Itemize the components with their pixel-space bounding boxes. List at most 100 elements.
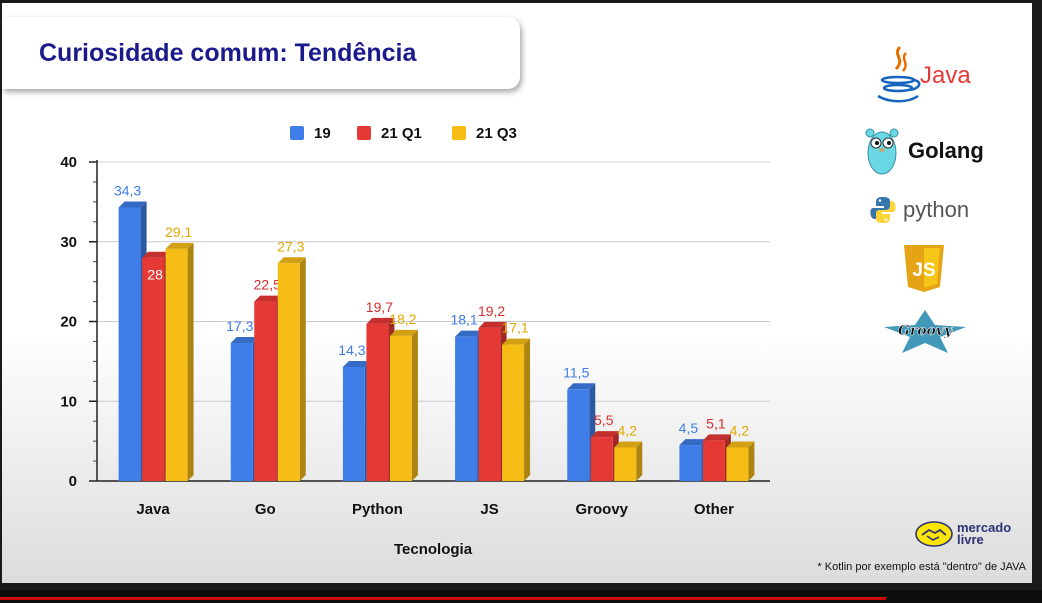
bar xyxy=(254,301,277,481)
bar-top xyxy=(567,383,596,390)
java-cup-icon xyxy=(877,45,921,103)
data-label: 11,5 xyxy=(563,364,589,380)
slide-title: Curiosidade comum: Tendência xyxy=(39,39,417,67)
legend-label: 19 xyxy=(314,125,331,142)
data-label: 22,5 xyxy=(254,277,281,293)
bar-side xyxy=(636,441,643,481)
bar xyxy=(567,389,590,481)
bar xyxy=(230,343,253,481)
x-axis-label: Tecnologia xyxy=(394,541,473,558)
bar-side xyxy=(411,329,418,481)
data-label: 5,1 xyxy=(706,415,726,431)
gopher-icon xyxy=(865,128,899,175)
brand-line-1: mercado xyxy=(957,520,1012,535)
y-tick-label: 30 xyxy=(60,234,77,251)
bar-chart: 0 10 20 30 40 34,3 28 29,1 Java 17,3 22,5 27,3 Go 14,… xyxy=(60,125,770,558)
data-label: 18,1 xyxy=(450,312,477,328)
data-label: 4,2 xyxy=(730,423,750,439)
y-tick-label: 40 xyxy=(60,154,77,171)
bar-top xyxy=(389,329,418,336)
y-tick-label: 0 xyxy=(69,473,77,490)
x-tick-label: JS xyxy=(480,501,498,518)
bar-top xyxy=(366,317,395,324)
bar-top xyxy=(614,441,643,448)
bar-top xyxy=(702,434,731,441)
bar-side xyxy=(748,441,755,481)
bar-side xyxy=(524,338,531,481)
bar-side xyxy=(187,242,194,481)
bar xyxy=(590,437,613,481)
js-logo: JS xyxy=(902,243,946,293)
bar xyxy=(702,440,725,481)
bar xyxy=(455,336,478,481)
bar xyxy=(142,257,165,481)
bar-top xyxy=(455,330,484,337)
js-shield-icon: JS xyxy=(904,245,944,292)
video-progress-bar[interactable] xyxy=(0,597,886,600)
python-logo-label: python xyxy=(903,197,970,222)
bar-top xyxy=(142,251,171,258)
data-label: 19,2 xyxy=(478,303,505,319)
python-logo: python xyxy=(868,195,969,225)
data-label: 29,1 xyxy=(165,224,192,240)
groovy-star-icon: Groovy xyxy=(884,310,966,353)
legend-swatch xyxy=(452,126,466,140)
bar-top xyxy=(254,295,283,302)
bar xyxy=(726,447,749,481)
legend-swatch xyxy=(290,126,304,140)
bar xyxy=(366,323,389,481)
handshake-icon xyxy=(915,521,953,547)
bar-top xyxy=(118,201,147,208)
mercado-livre-logo: mercado livre xyxy=(915,521,1011,547)
x-tick-label: Go xyxy=(255,501,276,518)
slide: Curiosidade comum: Tendência 0 10 20 30 40 34… xyxy=(2,3,1032,583)
bar-top xyxy=(342,360,371,367)
x-tick-label: Groovy xyxy=(575,501,628,518)
x-tick-label: Other xyxy=(694,501,734,518)
bar xyxy=(679,445,702,481)
data-label: 5,5 xyxy=(594,412,614,428)
bar-top xyxy=(478,321,507,328)
bar-top xyxy=(502,338,531,345)
bar-top xyxy=(726,441,755,448)
bar xyxy=(165,248,188,481)
bar xyxy=(118,207,141,481)
bar-top xyxy=(590,431,619,438)
bar-top xyxy=(165,242,194,249)
groovy-logo-label: Groovy xyxy=(898,323,953,339)
bar xyxy=(389,335,412,481)
x-tick-label: Python xyxy=(352,501,403,518)
bar xyxy=(478,327,501,481)
golang-logo: Golang xyxy=(864,125,984,177)
data-label: 34,3 xyxy=(114,182,141,198)
bar-top xyxy=(230,337,259,344)
java-logo-label: Java xyxy=(920,62,971,89)
js-logo-label: JS xyxy=(912,260,935,281)
bar-top xyxy=(277,257,306,264)
bar xyxy=(502,344,525,481)
data-label: 4,5 xyxy=(679,420,699,436)
title-card: Curiosidade comum: Tendência xyxy=(2,17,520,89)
bar-side xyxy=(299,257,306,481)
x-tick-label: Java xyxy=(136,501,170,518)
data-label: 27,3 xyxy=(277,238,304,254)
footnote: * Kotlin por exemplo está "dentro" de JA… xyxy=(817,561,1026,573)
y-tick-label: 10 xyxy=(60,393,77,410)
groovy-logo: Groovy xyxy=(880,308,970,354)
data-label: 14,3 xyxy=(338,342,365,358)
legend-swatch xyxy=(357,126,371,140)
bar-top xyxy=(679,439,708,446)
data-label: 17,1 xyxy=(501,320,528,336)
java-logo: Java xyxy=(872,43,971,109)
bar xyxy=(614,447,637,481)
data-label: 28 xyxy=(147,267,163,283)
data-label: 17,3 xyxy=(226,318,253,334)
mercado-livre-wordmark: mercado livre xyxy=(957,520,1012,547)
data-label: 18,2 xyxy=(389,311,416,327)
legend-label: 21 Q3 xyxy=(476,125,517,142)
golang-logo-label: Golang xyxy=(908,138,984,163)
y-tick-label: 20 xyxy=(60,314,77,331)
bar xyxy=(277,263,300,481)
python-icon xyxy=(870,197,896,223)
brand-line-2: livre xyxy=(957,532,984,547)
